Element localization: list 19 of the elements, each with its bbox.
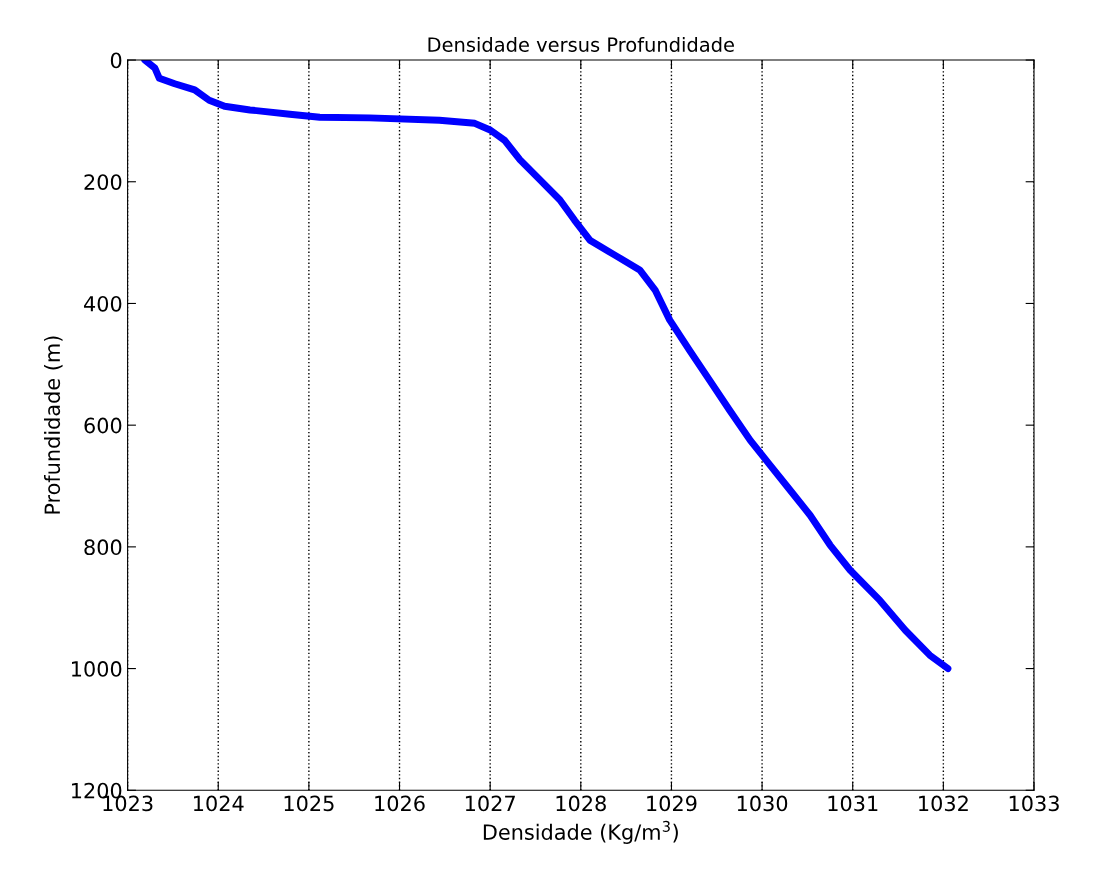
chart-title: Densidade versus Profundidade [428,36,734,52]
x-tick-label: 1026 [375,795,425,812]
x-tick-label: 1032 [919,795,968,812]
x-tick-label: 1031 [828,795,878,812]
x-tick-label: 1030 [737,795,788,812]
x-tick-label: 1027 [465,795,515,812]
y-tick-label: 200 [84,174,122,190]
y-tick-label: 1000 [72,661,122,677]
y-tick-label: 0 [110,52,122,69]
y-axis-title: Profundidade (m) [44,336,63,514]
y-tick-label: 600 [84,417,122,434]
x-tick-label: 1029 [647,795,697,812]
x-axis-title: Densidade (Kg/m$^{3}$) [483,820,678,844]
y-tick-label: 400 [83,295,122,312]
x-tick-label: 1024 [194,795,244,812]
y-tick-label: 800 [84,539,122,556]
x-tick-label: 1033 [1009,795,1059,812]
x-tick-label: 1025 [284,795,334,812]
x-tick-label: 1028 [556,795,606,812]
